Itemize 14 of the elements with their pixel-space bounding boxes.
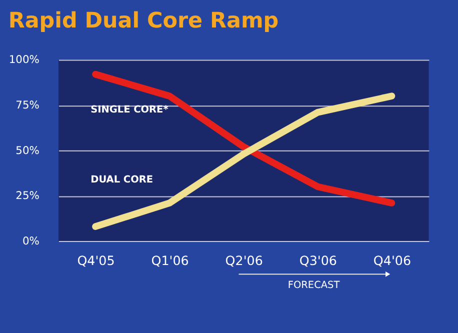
x-tick-label: Q4'06 <box>373 252 412 268</box>
y-tick-label: 75% <box>16 98 40 112</box>
y-tick-label: 50% <box>16 144 40 157</box>
y-tick-label: 0% <box>22 234 40 248</box>
series-label: SINGLE CORE* <box>90 104 168 116</box>
x-tick-label: Q3'06 <box>299 252 337 268</box>
x-tick-label: Q2'06 <box>225 252 263 268</box>
text: FORECAST <box>288 280 340 291</box>
x-tick-label: Q4'05 <box>77 252 115 268</box>
text: DUAL CORE <box>90 174 153 186</box>
y-tick-label: 25% <box>16 189 40 202</box>
chart-title: Rapid Dual Core Ramp <box>8 8 279 34</box>
y-tick-label: 100% <box>8 53 40 66</box>
x-tick-label: Q1'06 <box>151 252 189 268</box>
